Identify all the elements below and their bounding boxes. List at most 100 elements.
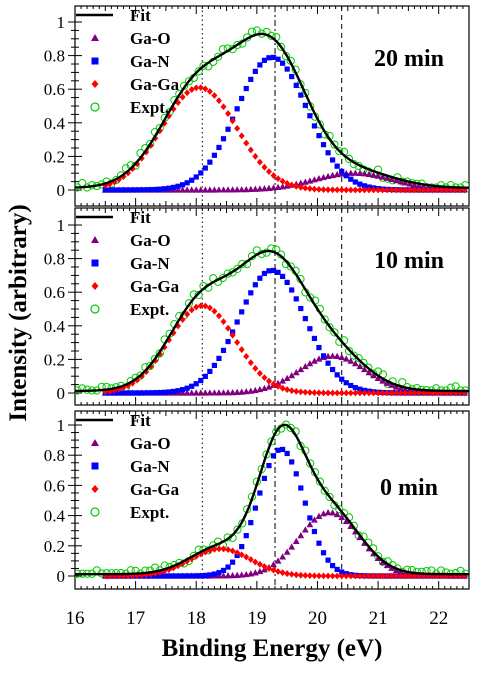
ga-o-point: [270, 560, 277, 568]
ga-o-point: [229, 186, 236, 193]
ga-ga-point: [275, 175, 282, 183]
ga-n-point: [230, 559, 236, 565]
ga-o-point: [211, 186, 218, 193]
ga-o-point: [224, 389, 232, 396]
ga-ga-point: [343, 186, 350, 194]
ga-n-point: [357, 386, 363, 392]
ga-n-point: [225, 338, 231, 345]
ga-o-point: [197, 186, 205, 193]
ga-n-point: [316, 540, 322, 546]
legend-label: Ga-N: [130, 52, 170, 71]
ga-n-point: [143, 187, 149, 193]
ga-n-point: [220, 347, 227, 354]
legend-label: Expt.: [130, 503, 169, 522]
ga-o-point: [256, 567, 264, 575]
ga-n-point: [220, 567, 227, 574]
plot-area: [75, 26, 469, 194]
ga-o-point: [351, 360, 359, 367]
ga-o-point: [292, 369, 300, 376]
legend-label: Expt.: [130, 300, 169, 319]
ga-n-point: [280, 273, 286, 280]
legend-expt-swatch: [90, 304, 100, 314]
ga-n-point: [116, 187, 122, 193]
ga-ga-point: [365, 389, 372, 397]
ga-ga-point: [311, 572, 318, 580]
ga-o-point: [197, 389, 205, 396]
ga-n-point: [361, 183, 368, 189]
ga-o-point: [329, 352, 337, 359]
ga-ga-point: [379, 186, 386, 194]
ga-n-point: [161, 389, 168, 395]
ga-ga-point: [115, 176, 122, 183]
ga-n-point: [189, 573, 195, 579]
ga-n-point: [166, 389, 172, 395]
ga-n-point: [284, 66, 290, 72]
ga-o-point: [397, 178, 405, 185]
ga-ga-point: [388, 186, 395, 194]
ga-n-point: [202, 373, 208, 380]
ga-o-point: [229, 572, 236, 579]
ga-o-point: [192, 186, 200, 193]
expt-point: [286, 262, 295, 271]
y-tick-label: 1: [57, 13, 66, 32]
ga-ga-point: [393, 186, 400, 194]
expt-point: [199, 61, 208, 70]
ga-ga-point: [179, 93, 186, 101]
expt-point: [194, 67, 203, 76]
legend-ga-n-swatch: [91, 57, 99, 65]
y-tick-label: 0.8: [44, 250, 65, 269]
ga-n-point: [198, 377, 204, 384]
ga-n-point: [139, 390, 145, 396]
ga-ga-point: [197, 84, 204, 92]
ga-ga-point: [334, 572, 341, 580]
ga-ga-point: [202, 302, 209, 310]
ga-n-point: [257, 490, 263, 496]
ga-n-point: [270, 54, 277, 61]
ga-ga-point: [429, 186, 436, 194]
expt-point: [184, 299, 194, 308]
ga-ga-point: [325, 389, 332, 397]
ga-n-point: [207, 572, 213, 578]
expt-point: [233, 525, 242, 534]
ga-o-point: [356, 362, 364, 370]
ga-ga-point: [329, 186, 336, 194]
x-tick-label: 22: [429, 608, 448, 629]
ga-ga-point: [211, 307, 218, 315]
expt-point: [267, 437, 276, 446]
ga-ga-point: [225, 110, 232, 117]
ga-n-point: [139, 187, 145, 193]
ga-n-point: [143, 390, 149, 396]
y-tick-label: 1: [57, 216, 66, 235]
ga-o-point: [283, 548, 291, 555]
y-axis-label: Intensity (arbitrary): [5, 204, 32, 421]
ga-n-point: [266, 55, 272, 61]
ga-n-point: [157, 573, 163, 579]
ga-n-point: [357, 181, 363, 187]
legend-label: Fit: [130, 6, 151, 25]
ga-n-point: [170, 388, 177, 395]
expt-point: [175, 89, 184, 99]
ga-ga-point: [265, 565, 272, 572]
fit-line: [75, 423, 469, 576]
ga-ga-point: [302, 572, 309, 579]
ga-ga-point: [220, 318, 227, 326]
ga-n-point: [207, 159, 213, 165]
ga-n-point: [175, 388, 181, 394]
ga-ga-point: [188, 306, 195, 314]
ga-ga-point: [338, 389, 345, 397]
ga-n-point: [129, 187, 136, 193]
ga-ga-point: [184, 310, 191, 318]
ga-o-point: [229, 388, 236, 396]
ga-ga-point: [288, 570, 295, 578]
ga-ga-point: [247, 556, 254, 563]
ga-n-point: [289, 287, 295, 293]
ga-n-point: [270, 267, 277, 274]
ga-o-point: [338, 353, 346, 360]
ga-n-point: [220, 136, 227, 142]
ga-o-point: [301, 526, 309, 533]
ga-ga-point: [256, 158, 263, 166]
ga-ga-point: [315, 389, 322, 397]
ga-o-point: [233, 186, 241, 193]
ga-ga-point: [270, 380, 277, 388]
